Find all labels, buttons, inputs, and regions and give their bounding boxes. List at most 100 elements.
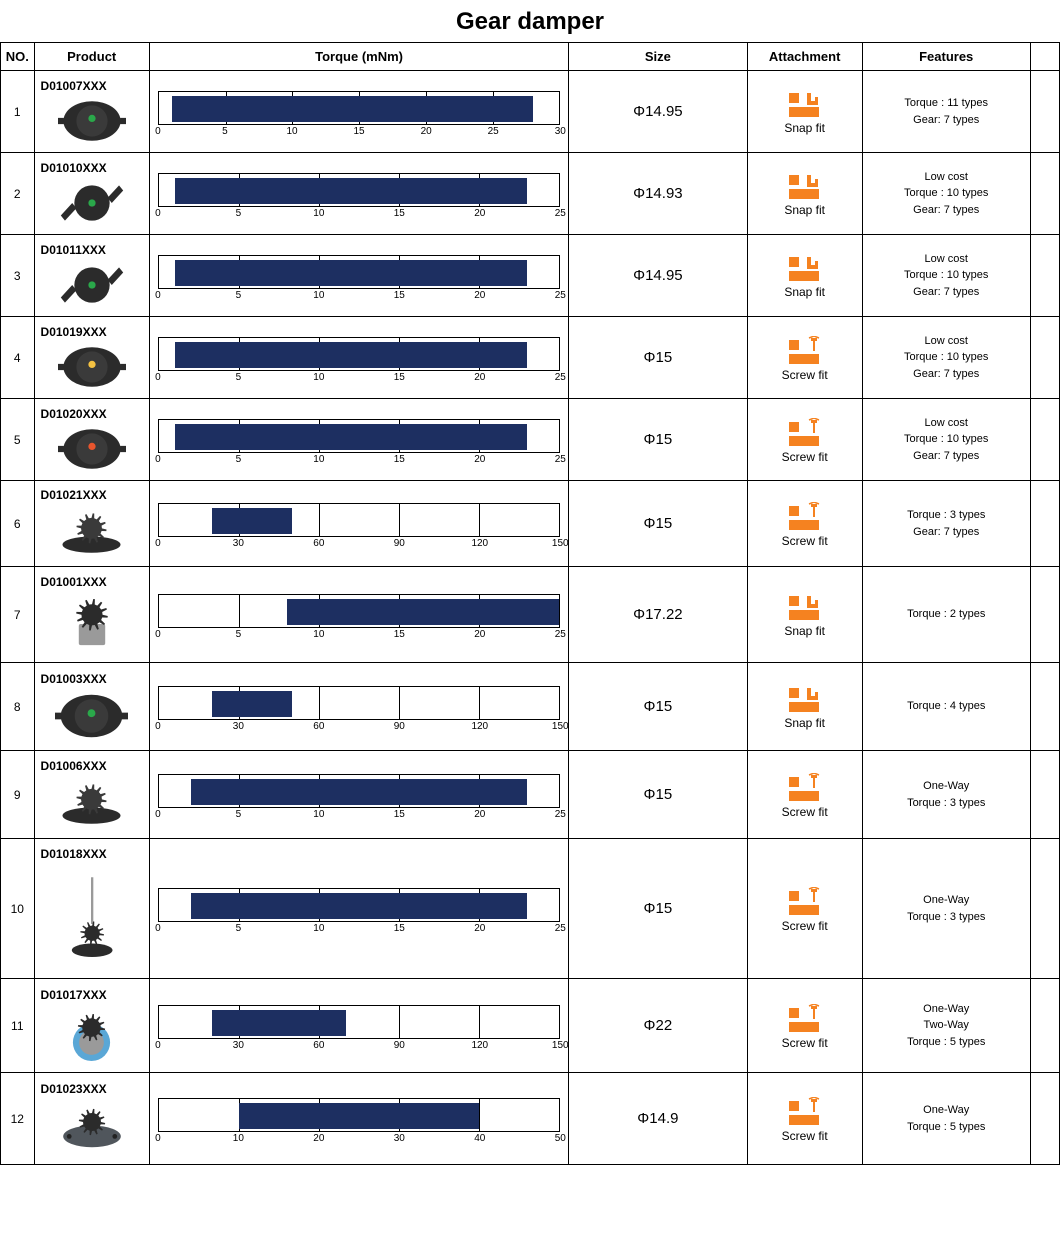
feature-line: Torque : 5 types	[867, 1119, 1026, 1136]
product-code: D01020XXX	[37, 405, 147, 423]
feature-line: Torque : 10 types	[867, 349, 1026, 366]
features-cell: One-WayTwo-WayTorque : 5 types	[862, 979, 1030, 1073]
attachment-icon	[750, 336, 860, 366]
torque-bar	[287, 599, 559, 625]
feature-line: Torque : 3 types	[867, 507, 1026, 524]
product-cell: D01021XXX	[34, 481, 149, 567]
table-header-row: NO. Product Torque (mNm) Size Attachment…	[1, 43, 1060, 71]
features-cell: One-WayTorque : 3 types	[862, 839, 1030, 979]
row-number: 4	[1, 317, 35, 399]
features-cell: Low costTorque : 10 typesGear: 7 types	[862, 317, 1030, 399]
product-code: D01001XXX	[37, 573, 147, 591]
size-cell: Φ15	[569, 481, 747, 567]
feature-line: Torque : 10 types	[867, 185, 1026, 202]
attachment-icon	[750, 1004, 860, 1034]
table-row: 4 D01019XXX 0510152025 Φ15 Screw fit Low…	[1, 317, 1060, 399]
torque-bar	[239, 1103, 479, 1129]
product-cell: D01020XXX	[34, 399, 149, 481]
extra-cell	[1030, 1073, 1059, 1165]
col-header-no: NO.	[1, 43, 35, 71]
product-thumbnail	[49, 591, 135, 657]
product-cell: D01003XXX	[34, 663, 149, 751]
row-number: 1	[1, 71, 35, 153]
product-thumbnail	[58, 95, 126, 147]
table-row: 1 D01007XXX 051015202530 Φ14.95 Snap fit…	[1, 71, 1060, 153]
torque-cell: 0510152025	[149, 153, 568, 235]
features-cell: Low costTorque : 10 typesGear: 7 types	[862, 399, 1030, 481]
torque-bar	[175, 178, 527, 204]
size-cell: Φ15	[569, 317, 747, 399]
extra-cell	[1030, 481, 1059, 567]
feature-line: Gear: 7 types	[867, 366, 1026, 383]
attachment-label: Snap fit	[750, 121, 860, 135]
torque-cell: 0306090120150	[149, 481, 568, 567]
torque-chart: 0510152025	[158, 419, 560, 465]
feature-line: Gear: 7 types	[867, 202, 1026, 219]
size-cell: Φ15	[569, 751, 747, 839]
feature-line: One-Way	[867, 1102, 1026, 1119]
torque-chart: 0510152025	[158, 173, 560, 219]
table-row: 12 D01023XXX 01020304050 Φ14.9 Screw fit…	[1, 1073, 1060, 1165]
attachment-icon	[750, 686, 860, 714]
attachment-cell: Screw fit	[747, 399, 862, 481]
torque-cell: 0510152025	[149, 317, 568, 399]
product-code: D01018XXX	[37, 845, 147, 863]
attachment-label: Snap fit	[750, 285, 860, 299]
attachment-icon	[750, 594, 860, 622]
product-thumbnail	[58, 341, 126, 393]
torque-cell: 0510152025	[149, 751, 568, 839]
features-cell: Low costTorque : 10 typesGear: 7 types	[862, 153, 1030, 235]
attachment-icon	[750, 1097, 860, 1127]
torque-cell: 0510152025	[149, 235, 568, 317]
product-cell: D01018XXX	[34, 839, 149, 979]
table-row: 2 D01010XXX 0510152025 Φ14.93 Snap fit L…	[1, 153, 1060, 235]
product-cell: D01011XXX	[34, 235, 149, 317]
attachment-cell: Snap fit	[747, 567, 862, 663]
size-cell: Φ14.95	[569, 235, 747, 317]
extra-cell	[1030, 567, 1059, 663]
torque-bar	[191, 779, 527, 805]
features-cell: Torque : 2 types	[862, 567, 1030, 663]
feature-line: Two-Way	[867, 1017, 1026, 1034]
attachment-icon	[750, 887, 860, 917]
attachment-label: Snap fit	[750, 624, 860, 638]
product-code: D01003XXX	[37, 670, 147, 688]
table-row: 9 D01006XXX 0510152025 Φ15 Screw fit One…	[1, 751, 1060, 839]
table-row: 10 D01018XXX 0510152025 Φ15 Screw fit On…	[1, 839, 1060, 979]
features-cell: One-WayTorque : 5 types	[862, 1073, 1030, 1165]
features-cell: Torque : 3 typesGear: 7 types	[862, 481, 1030, 567]
attachment-label: Snap fit	[750, 203, 860, 217]
extra-cell	[1030, 317, 1059, 399]
size-cell: Φ14.9	[569, 1073, 747, 1165]
product-code: D01007XXX	[37, 77, 147, 95]
attachment-icon	[750, 91, 860, 119]
features-cell: Torque : 11 typesGear: 7 types	[862, 71, 1030, 153]
table-row: 7 D01001XXX 0510152025 Φ17.22 Snap fit T…	[1, 567, 1060, 663]
features-cell: One-WayTorque : 3 types	[862, 751, 1030, 839]
attachment-label: Screw fit	[750, 919, 860, 933]
size-cell: Φ22	[569, 979, 747, 1073]
row-number: 9	[1, 751, 35, 839]
attachment-cell: Snap fit	[747, 153, 862, 235]
product-code: D01017XXX	[37, 986, 147, 1004]
col-header-product: Product	[34, 43, 149, 71]
torque-bar	[212, 1010, 345, 1036]
product-thumbnail	[55, 688, 128, 744]
size-cell: Φ15	[569, 839, 747, 979]
table-row: 11 D01017XXX 0306090120150 Φ22 Screw fit…	[1, 979, 1060, 1073]
extra-cell	[1030, 235, 1059, 317]
product-thumbnail	[37, 863, 147, 973]
torque-cell: 01020304050	[149, 1073, 568, 1165]
product-code: D01021XXX	[37, 486, 147, 504]
product-thumbnail	[53, 1098, 131, 1158]
extra-cell	[1030, 71, 1059, 153]
torque-chart: 0510152025	[158, 774, 560, 820]
product-cell: D01023XXX	[34, 1073, 149, 1165]
attachment-cell: Snap fit	[747, 235, 862, 317]
torque-chart: 051015202530	[158, 91, 560, 137]
row-number: 7	[1, 567, 35, 663]
row-number: 8	[1, 663, 35, 751]
col-header-extra	[1030, 43, 1059, 71]
torque-cell: 0510152025	[149, 839, 568, 979]
size-cell: Φ15	[569, 399, 747, 481]
